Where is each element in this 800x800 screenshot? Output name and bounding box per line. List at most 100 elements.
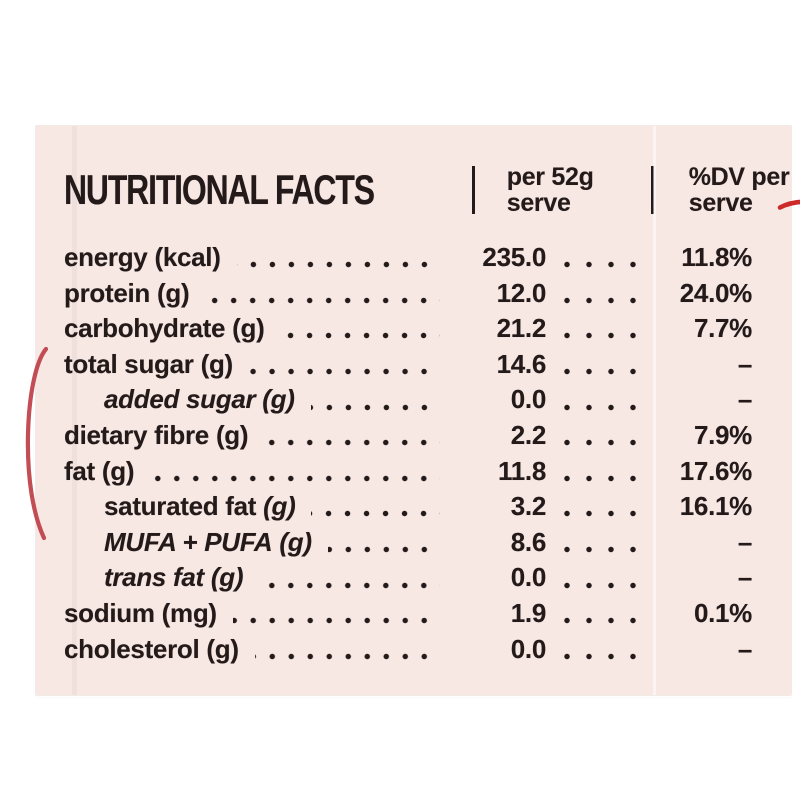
dv-value: –: [737, 633, 752, 664]
dot-leader-middle: [564, 617, 652, 625]
nutrient-unit: (g): [210, 562, 244, 593]
per-serve-value: 0.0: [510, 562, 547, 593]
per-serve-value: 0.0: [510, 384, 547, 415]
per-serve-value: 3.2: [510, 491, 547, 522]
per-serve-line1: per 52g: [506, 163, 594, 191]
nutrient-name: trans fat: [104, 562, 204, 593]
table-row: MUFA + PUFA (g) 8.6 –: [64, 525, 752, 561]
dot-leader-middle: [564, 510, 652, 518]
dot-leader: [205, 296, 440, 304]
per-serve-value: 2.2: [510, 419, 547, 450]
dot-leader-middle: [564, 474, 652, 482]
nutrient-name: energy: [64, 242, 148, 272]
nutrition-rows: energy (kcal) 235.0 11.8% protein (g) 12.0…: [64, 240, 752, 667]
nutrition-label-card: NUTRITIONAL FACTS per 52g serve %DV per …: [35, 125, 800, 696]
per-serve-value: 11.8: [498, 455, 546, 486]
nutrient-name: total sugar: [64, 348, 194, 379]
nutrient-unit: (g): [279, 526, 312, 557]
row-label: added sugar (g): [64, 382, 295, 418]
dot-leader: [311, 510, 440, 518]
row-label: carbohydrate (g): [64, 311, 265, 347]
table-row: energy (kcal) 235.0 11.8%: [64, 240, 752, 276]
per-serve-value: 1.9: [510, 597, 547, 628]
red-underline-mark-icon: [777, 199, 800, 210]
dv-line2: serve: [689, 190, 800, 216]
dot-leader: [264, 439, 440, 447]
dv-value: –: [737, 562, 752, 593]
row-label: fat (g): [64, 454, 135, 490]
nutrient-name: added sugar: [104, 384, 256, 415]
nutrient-unit: (g): [262, 384, 295, 415]
dot-leader: [259, 581, 440, 589]
table-row: dietary fibre (g) 2.2 7.9%: [64, 418, 752, 454]
per-serve-value: 0.0: [510, 633, 547, 664]
dv-value: 0.1%: [693, 597, 752, 628]
nutrient-unit: (g): [232, 313, 265, 344]
label-header: NUTRITIONAL FACTS per 52g serve %DV per …: [64, 162, 800, 218]
dot-leader-middle: [564, 368, 652, 376]
dot-leader-middle: [564, 261, 652, 269]
row-label: trans fat (g): [64, 560, 244, 596]
per-serve-value: 14.6: [496, 348, 547, 379]
per-serve-value: 8.6: [510, 526, 547, 557]
dot-leader-middle: [564, 403, 652, 411]
per-serve-value: 235.0: [482, 242, 546, 272]
nutrient-unit: (kcal): [154, 242, 221, 272]
row-label: cholesterol (g): [64, 632, 239, 668]
dot-leader-middle: [564, 652, 652, 660]
nutrient-name: dietary fibre: [64, 419, 209, 450]
header-divider-2: [650, 166, 654, 214]
table-row: trans fat (g) 0.0 –: [64, 560, 752, 596]
dot-leader-middle: [564, 296, 652, 304]
dv-line2-text: serve: [688, 189, 753, 217]
dot-leader: [327, 546, 440, 554]
dot-leader: [236, 261, 440, 269]
dv-value: 17.6%: [679, 455, 753, 486]
nutrient-unit: (g): [101, 455, 135, 486]
dv-value: 11.8%: [681, 242, 752, 272]
dot-leader: [310, 403, 440, 411]
nutrient-name: fat: [64, 455, 95, 486]
dot-leader: [150, 474, 440, 482]
dv-value: –: [737, 384, 752, 415]
dv-value: 7.9%: [693, 419, 752, 450]
per-serve-value: 21.2: [496, 313, 547, 344]
dot-leader: [248, 368, 440, 376]
dot-leader: [280, 332, 440, 340]
nutrient-unit: (g): [200, 348, 234, 379]
table-row: fat (g) 11.8 17.6%: [64, 454, 752, 490]
dv-value: –: [737, 348, 752, 379]
dv-value: 24.0%: [679, 277, 753, 308]
table-row: cholesterol (g) 0.0 –: [64, 632, 752, 668]
row-label: saturated fat (g): [64, 489, 296, 525]
table-row: total sugar (g) 14.6 –: [64, 347, 752, 383]
nutrient-name: sodium: [64, 597, 155, 628]
dv-value: 7.7%: [693, 313, 752, 344]
nutrient-unit: (g): [157, 277, 190, 308]
title-wrap: NUTRITIONAL FACTS: [64, 166, 472, 214]
nutrient-name: MUFA + PUFA: [104, 526, 273, 557]
dot-leader-middle: [564, 581, 652, 589]
nutrient-name: cholesterol: [64, 633, 200, 664]
column-header-dv: %DV per serve: [654, 164, 800, 216]
nutrient-name: carbohydrate: [64, 313, 226, 344]
table-row: protein (g) 12.0 24.0%: [64, 276, 752, 312]
nutrient-unit: (g): [206, 633, 239, 664]
row-label: sodium (mg): [64, 596, 217, 632]
row-label: MUFA + PUFA (g): [64, 525, 312, 561]
row-label: total sugar (g): [64, 347, 233, 383]
dot-leader: [254, 652, 440, 660]
dv-value: –: [737, 526, 752, 557]
column-header-per-serve: per 52g serve: [475, 164, 651, 216]
table-row: saturated fat (g) 3.2 16.1%: [64, 489, 752, 525]
header-divider-1: [471, 166, 475, 214]
table-row: carbohydrate (g) 21.2 7.7%: [64, 311, 752, 347]
per-serve-line2: serve: [506, 189, 571, 217]
nutrient-unit: (mg): [161, 597, 217, 628]
nutrient-unit: (g): [263, 491, 296, 522]
dot-leader-middle: [564, 546, 652, 554]
dot-leader: [232, 617, 440, 625]
row-label: dietary fibre (g): [64, 418, 249, 454]
nutrient-name: protein: [64, 277, 151, 308]
nutrient-name: saturated fat: [104, 491, 257, 522]
